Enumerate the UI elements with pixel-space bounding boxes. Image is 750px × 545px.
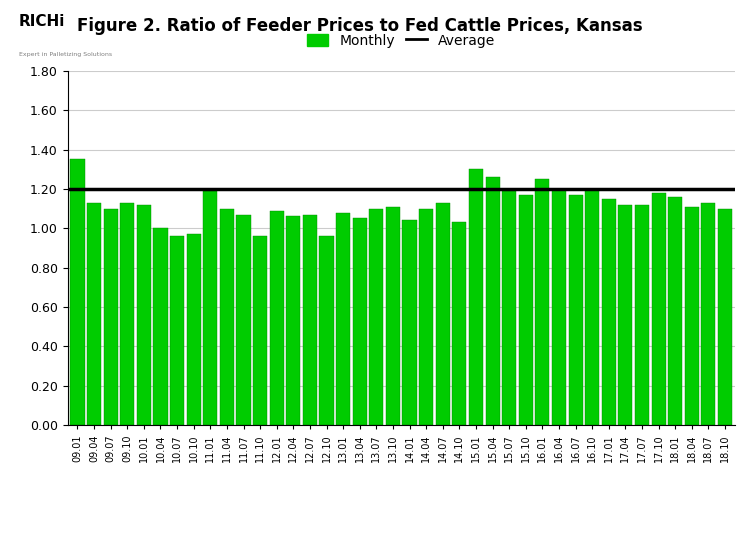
Bar — [602, 199, 616, 425]
Bar — [485, 177, 500, 425]
Bar — [469, 169, 483, 425]
Bar — [652, 193, 666, 425]
Text: Expert in Palletizing Solutions: Expert in Palletizing Solutions — [19, 52, 112, 57]
Bar — [386, 207, 400, 425]
Bar — [154, 228, 167, 425]
Text: Figure 2. Ratio of Feeder Prices to Fed Cattle Prices, Kansas: Figure 2. Ratio of Feeder Prices to Fed … — [77, 17, 643, 35]
Bar — [336, 213, 350, 425]
Bar — [303, 215, 317, 425]
Bar — [419, 209, 434, 425]
Bar — [220, 209, 234, 425]
Bar — [286, 216, 301, 425]
Text: RICHi: RICHi — [19, 14, 65, 29]
Bar — [270, 210, 284, 425]
Bar — [369, 209, 383, 425]
Bar — [452, 222, 466, 425]
Bar — [352, 219, 367, 425]
Bar — [170, 236, 184, 425]
Bar — [87, 203, 101, 425]
Legend: Monthly, Average: Monthly, Average — [302, 28, 501, 53]
Bar — [701, 203, 715, 425]
Bar — [253, 236, 267, 425]
Bar — [502, 191, 516, 425]
Bar — [236, 215, 250, 425]
Bar — [552, 189, 566, 425]
Bar — [585, 189, 599, 425]
Bar — [136, 205, 151, 425]
Bar — [685, 207, 699, 425]
Bar — [536, 179, 550, 425]
Bar — [203, 191, 217, 425]
Bar — [668, 197, 682, 425]
Bar — [519, 195, 532, 425]
Bar — [187, 234, 201, 425]
Bar — [436, 203, 450, 425]
Bar — [70, 159, 85, 425]
Bar — [403, 220, 416, 425]
Bar — [120, 203, 134, 425]
Bar — [104, 209, 118, 425]
Bar — [718, 209, 732, 425]
Bar — [635, 205, 649, 425]
Bar — [568, 195, 583, 425]
Bar — [320, 236, 334, 425]
Bar — [618, 205, 632, 425]
